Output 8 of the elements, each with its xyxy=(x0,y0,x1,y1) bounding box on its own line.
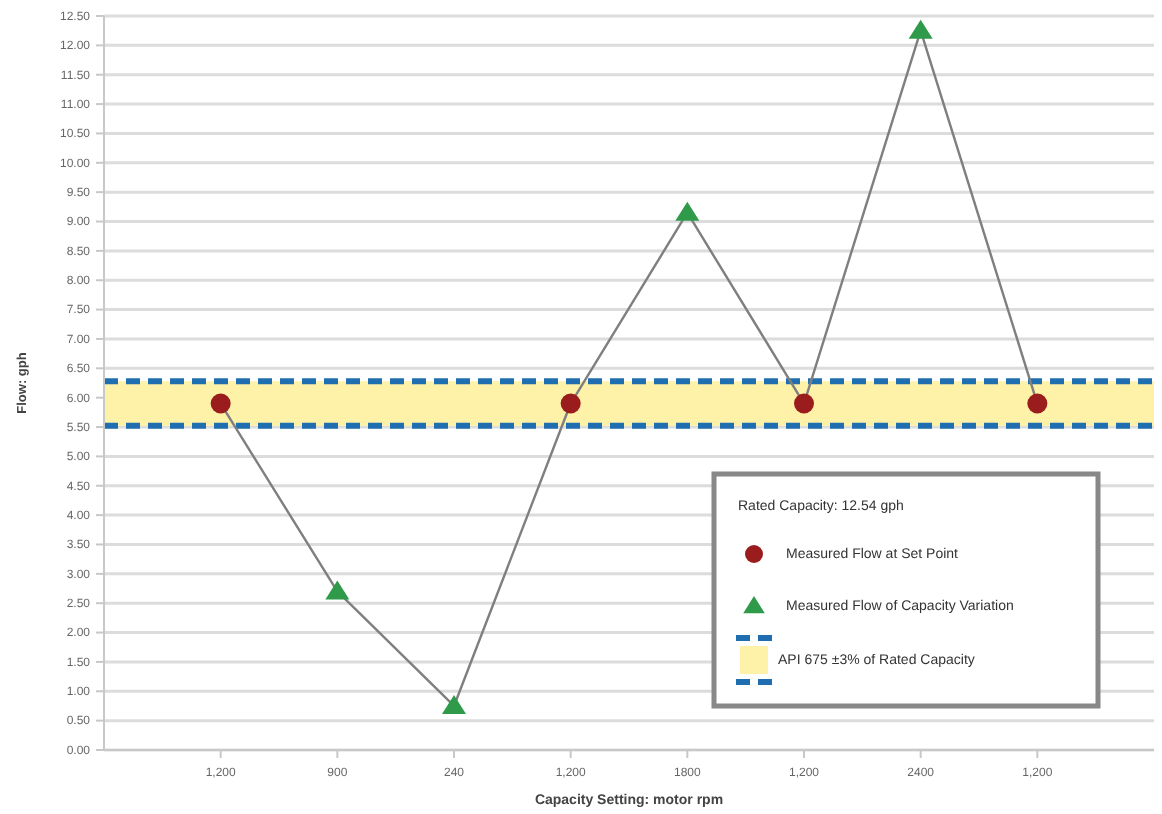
point xyxy=(1027,393,1048,414)
point xyxy=(908,19,933,39)
point xyxy=(325,580,350,600)
point xyxy=(442,694,466,714)
point xyxy=(675,201,700,221)
point xyxy=(210,393,231,414)
point xyxy=(560,393,581,414)
point xyxy=(794,393,814,414)
